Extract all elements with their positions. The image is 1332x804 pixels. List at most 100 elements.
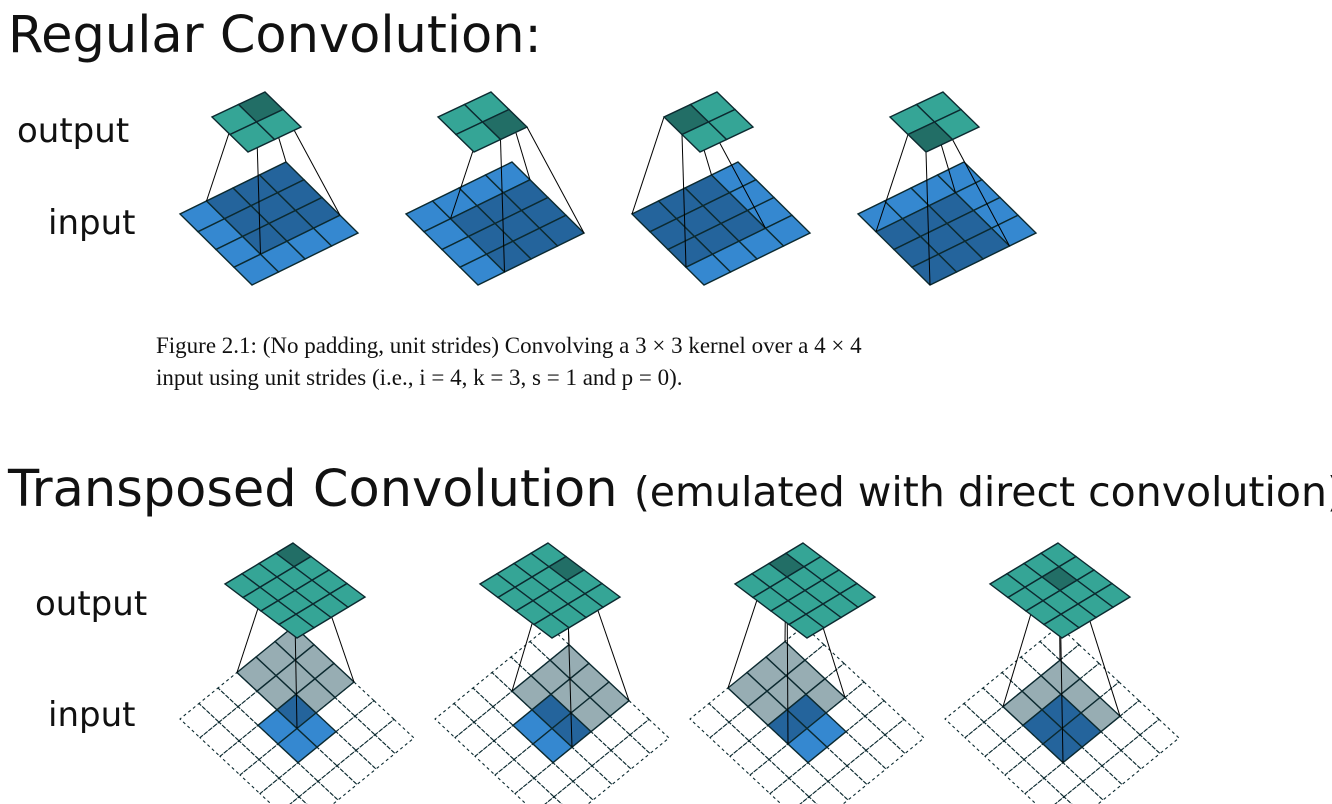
grid-cell xyxy=(1023,743,1064,779)
regular-convolution-title: Regular Convolution: xyxy=(8,6,542,65)
grid-cell xyxy=(1003,724,1044,761)
grid-cell xyxy=(708,687,749,723)
grid-cell xyxy=(335,715,376,752)
grid-cell xyxy=(514,777,555,804)
grid-cell xyxy=(1100,715,1141,752)
grid-cell xyxy=(513,743,554,779)
grid-cell xyxy=(297,746,338,783)
grid-cell xyxy=(846,749,887,786)
output-grid xyxy=(223,542,367,639)
grid-cell xyxy=(944,702,985,739)
output-grid xyxy=(888,91,981,153)
regular-input-label: input xyxy=(48,203,136,243)
transposed-title-main: Transposed Convolution xyxy=(8,460,618,519)
grid-cell xyxy=(804,643,845,680)
grid-cell xyxy=(1119,699,1160,736)
grid-cell xyxy=(680,121,728,153)
grid-cell xyxy=(784,625,825,661)
grid-cell xyxy=(1079,662,1120,699)
grid-cell xyxy=(529,625,570,661)
grid-cell xyxy=(748,724,789,761)
grid-cell xyxy=(884,718,925,755)
grid-cell xyxy=(232,253,280,286)
grid-cell xyxy=(474,740,515,776)
grid-cell xyxy=(768,743,809,779)
padded-input-grid xyxy=(689,625,925,804)
grid-cell xyxy=(1101,749,1142,786)
grid-cell xyxy=(510,640,551,677)
grid-cell xyxy=(434,702,475,739)
transposed-step xyxy=(179,542,415,804)
grid-cell xyxy=(179,702,220,739)
grid-cell xyxy=(1063,780,1104,804)
grid-cell xyxy=(237,690,278,727)
transposed-step xyxy=(434,542,670,804)
output-grid xyxy=(436,91,529,153)
grid-cell xyxy=(1042,613,1081,639)
output-grid xyxy=(662,91,755,153)
grid-cell xyxy=(826,730,867,767)
regular-step xyxy=(178,91,360,286)
projection-line xyxy=(526,126,585,234)
grid-cell xyxy=(844,681,885,717)
grid-cell xyxy=(1043,761,1084,798)
grid-cell xyxy=(709,721,750,758)
grid-cell xyxy=(572,765,613,801)
grid-cell xyxy=(199,721,240,758)
grid-cell xyxy=(684,253,732,286)
grid-cell xyxy=(864,699,905,736)
regular-convolution-title-text: Regular Convolution: xyxy=(8,6,542,65)
grid-cell xyxy=(788,761,829,798)
grid-cell xyxy=(228,121,276,153)
grid-cell xyxy=(198,687,239,723)
grid-cell xyxy=(906,121,954,153)
grid-cell xyxy=(532,613,571,639)
output-grid xyxy=(988,542,1132,639)
grid-cell xyxy=(1054,796,1073,804)
grid-cell xyxy=(552,746,593,783)
output-grid xyxy=(478,542,622,639)
grid-cell xyxy=(728,705,769,742)
padded-input-grid xyxy=(434,625,670,804)
grid-cell xyxy=(219,740,260,776)
grid-cell xyxy=(964,721,1005,758)
grid-cell xyxy=(458,253,506,286)
grid-cell xyxy=(1062,746,1103,783)
grid-cell xyxy=(845,715,886,752)
grid-cell xyxy=(473,705,514,742)
grid-cell xyxy=(259,777,300,804)
grid-cell xyxy=(317,765,358,801)
regular-output-label: output xyxy=(17,111,130,151)
input-grid xyxy=(404,161,586,286)
input-grid xyxy=(630,161,812,286)
caption-line-1: Figure 2.1: (No padding, unit strides) C… xyxy=(156,333,862,358)
projection-line xyxy=(500,139,505,273)
padded-input-grid xyxy=(944,625,1180,804)
projection-line xyxy=(631,116,665,215)
grid-cell xyxy=(591,749,632,786)
projection-line xyxy=(952,139,1010,247)
grid-cell xyxy=(808,780,849,804)
grid-cell xyxy=(963,687,1004,723)
grid-cell xyxy=(799,796,818,804)
input-grid xyxy=(178,161,360,286)
output-grid xyxy=(733,542,877,639)
grid-cell xyxy=(278,761,319,798)
grid-cell xyxy=(825,696,866,733)
grid-cell xyxy=(492,690,533,727)
grid-cell xyxy=(1139,718,1180,755)
grid-cell xyxy=(749,758,790,795)
grid-cell xyxy=(729,740,770,776)
grid-cell xyxy=(787,613,826,639)
grid-cell xyxy=(336,749,377,786)
grid-cell xyxy=(769,777,810,804)
grid-cell xyxy=(982,671,1023,708)
grid-cell xyxy=(374,718,415,755)
grid-cell xyxy=(355,734,396,770)
grid-cell xyxy=(238,724,279,761)
grid-cell xyxy=(865,734,906,770)
grid-cell xyxy=(354,699,395,736)
grid-cell xyxy=(1082,765,1123,801)
grid-cell xyxy=(544,796,563,804)
